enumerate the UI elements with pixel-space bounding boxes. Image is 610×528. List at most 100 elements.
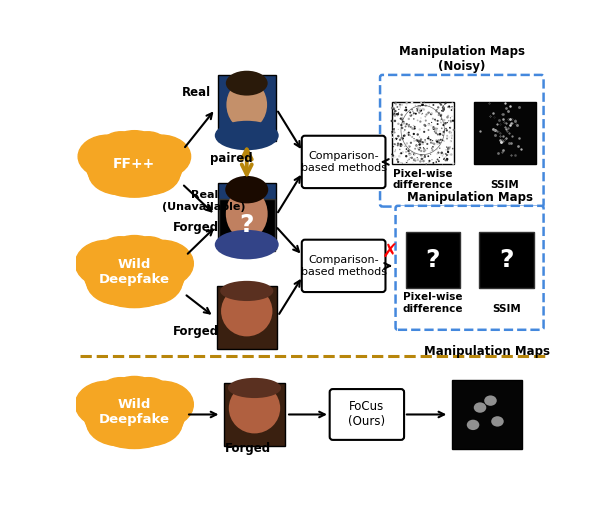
Text: FF++: FF++ [113, 157, 156, 171]
Point [435, 131, 445, 139]
Text: Comparison-
based methods: Comparison- based methods [301, 151, 387, 173]
Point [440, 100, 450, 108]
Point [404, 120, 414, 129]
Text: FoCus
(Ours): FoCus (Ours) [348, 400, 386, 429]
Text: ✗: ✗ [382, 243, 398, 262]
Point [390, 111, 400, 120]
Point [401, 148, 411, 156]
Bar [452, 380, 522, 449]
Point [424, 108, 434, 117]
Point [436, 150, 446, 159]
Point [448, 159, 458, 168]
Ellipse shape [226, 188, 268, 239]
Point [418, 100, 428, 109]
Ellipse shape [99, 378, 142, 410]
Point [426, 147, 436, 156]
Bar [217, 286, 277, 349]
Point [406, 154, 415, 162]
Point [445, 128, 455, 136]
Point [418, 157, 428, 165]
Point [419, 157, 429, 165]
Text: paired: paired [210, 152, 253, 165]
Point [419, 147, 429, 156]
Point [415, 102, 425, 110]
Point [437, 148, 447, 157]
Point [415, 137, 425, 145]
Text: Manipulation Maps
(Noisy): Manipulation Maps (Noisy) [399, 45, 525, 73]
Point [448, 144, 458, 153]
Point [442, 131, 452, 140]
Point [410, 155, 420, 163]
Point [429, 125, 439, 133]
Point [432, 139, 442, 148]
Point [428, 115, 438, 123]
Ellipse shape [467, 420, 479, 430]
Point [425, 101, 434, 109]
Point [389, 124, 398, 132]
Point [425, 136, 434, 144]
Point [397, 159, 407, 167]
Point [419, 98, 429, 107]
Point [416, 106, 426, 115]
Point [426, 138, 436, 147]
Point [439, 154, 449, 163]
Point [446, 137, 456, 145]
Point [415, 125, 425, 134]
Point [445, 143, 455, 152]
Point [396, 134, 406, 142]
Ellipse shape [131, 135, 190, 178]
Point [395, 145, 404, 154]
Point [447, 128, 456, 137]
Text: ?: ? [499, 248, 514, 272]
Point [431, 129, 441, 138]
Point [432, 137, 442, 146]
Text: Forged: Forged [173, 325, 220, 338]
Point [393, 158, 403, 166]
Point [443, 103, 453, 111]
Point [438, 103, 448, 111]
Ellipse shape [131, 240, 193, 287]
Point [404, 122, 414, 131]
Bar [406, 232, 460, 288]
Point [402, 101, 412, 109]
Ellipse shape [491, 416, 504, 427]
Point [428, 101, 438, 109]
Point [439, 128, 448, 136]
Point [393, 110, 403, 118]
Point [405, 151, 415, 159]
Point [446, 118, 456, 126]
Ellipse shape [484, 395, 497, 406]
Ellipse shape [87, 399, 152, 446]
Bar [474, 102, 536, 164]
Ellipse shape [87, 258, 152, 305]
Point [430, 142, 440, 150]
Point [428, 138, 437, 146]
Point [409, 150, 419, 158]
Point [443, 117, 453, 125]
Point [427, 144, 437, 153]
Point [389, 109, 399, 118]
Point [396, 121, 406, 129]
Point [439, 102, 448, 110]
Point [390, 140, 400, 148]
Point [411, 109, 421, 118]
Point [445, 137, 455, 146]
Point [420, 138, 430, 146]
Point [395, 149, 405, 158]
Point [432, 106, 442, 115]
Point [436, 111, 446, 120]
Point [397, 100, 407, 109]
Point [398, 134, 407, 143]
Ellipse shape [229, 383, 280, 433]
Ellipse shape [78, 135, 138, 178]
Point [401, 103, 411, 112]
Point [446, 117, 456, 125]
Point [416, 151, 426, 159]
Ellipse shape [215, 121, 279, 150]
Point [444, 144, 454, 153]
Ellipse shape [99, 237, 142, 269]
Point [414, 138, 424, 146]
Point [403, 146, 413, 154]
Point [434, 153, 444, 162]
Text: Pixel-wise
difference: Pixel-wise difference [392, 169, 453, 191]
